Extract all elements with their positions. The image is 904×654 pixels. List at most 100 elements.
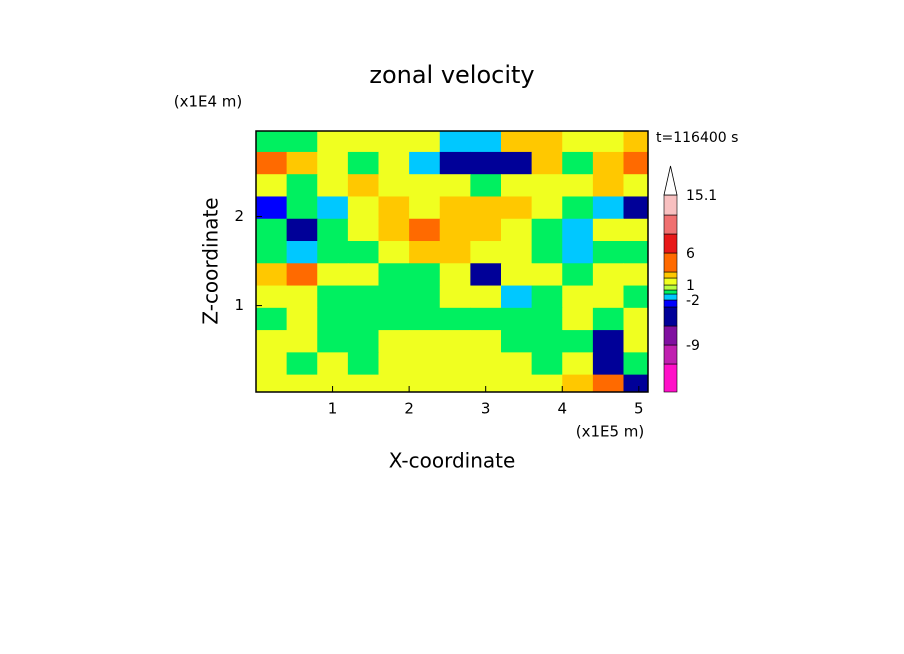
contour-cell [347, 174, 379, 197]
contour-cell [286, 352, 318, 376]
contour-cell [531, 330, 563, 353]
contour-cell [409, 196, 441, 220]
contour-cell [378, 285, 410, 309]
y-tick-label: 1 [234, 296, 244, 314]
contour-cell [347, 151, 379, 175]
contour-cell [531, 196, 563, 220]
contour-cell [347, 285, 379, 309]
contour-cell [317, 352, 349, 376]
contour-cell [439, 285, 471, 309]
contour-cell [409, 285, 441, 309]
contour-cell [531, 131, 563, 153]
contour-cell [256, 151, 288, 175]
contour-cell [256, 218, 288, 242]
contour-cell [592, 131, 624, 153]
colorbar-box [663, 306, 678, 327]
contour-cell [378, 174, 410, 197]
contour-cell [378, 352, 410, 376]
contour-cell [317, 374, 349, 392]
contour-cell [286, 218, 318, 242]
contour-cell [501, 330, 533, 353]
contour-cell [623, 374, 648, 392]
contour-cell [623, 196, 648, 220]
contour-cell [562, 330, 594, 353]
contour-cell [470, 196, 502, 220]
contour-cell [623, 241, 648, 264]
contour-cell [378, 151, 410, 175]
contour-cell [286, 174, 318, 197]
contour-cell [470, 307, 502, 331]
contour-cell [623, 151, 648, 175]
contour-cell [347, 196, 379, 220]
contour-cell [470, 263, 502, 287]
contour-cell [439, 307, 471, 331]
contour-cell [470, 374, 502, 392]
contour-cell [378, 307, 410, 331]
contour-cell [592, 330, 624, 353]
contour-cell [409, 131, 441, 153]
contour-cell [439, 196, 471, 220]
contour-cell [592, 196, 624, 220]
colorbar-box [663, 252, 678, 273]
contour-cell [347, 374, 379, 392]
contour-cell [256, 352, 288, 376]
contour-cell [439, 241, 471, 264]
contour-cell [286, 263, 318, 287]
contour-cell [317, 218, 349, 242]
contour-cell [592, 174, 624, 197]
contour-cell [439, 352, 471, 376]
colorbar-tick-label: 6 [686, 246, 695, 262]
contour-cell [562, 196, 594, 220]
contour-cell [286, 307, 318, 331]
contour-field [256, 131, 648, 392]
contour-cell [623, 285, 648, 309]
colorbar-box [663, 325, 678, 346]
contour-cell [470, 218, 502, 242]
contour-cell [531, 374, 563, 392]
contour-cell [378, 263, 410, 287]
colorbar-box [663, 284, 678, 291]
contour-cell [439, 374, 471, 392]
contour-cell [317, 307, 349, 331]
contour-cell [409, 307, 441, 331]
contour-cell [531, 218, 563, 242]
contour-cell [286, 131, 318, 153]
contour-cell [470, 174, 502, 197]
contour-cell [623, 218, 648, 242]
colorbar-tick-label: -9 [686, 338, 700, 354]
contour-cell [256, 330, 288, 353]
colorbar-extension [663, 165, 678, 196]
contour-cell [378, 218, 410, 242]
contour-cell [470, 352, 502, 376]
contour-cell [409, 330, 441, 353]
contour-cell [317, 285, 349, 309]
contour-cell [592, 263, 624, 287]
y-unit: (x1E4 m) [174, 93, 243, 111]
contour-cell [439, 131, 471, 153]
contour-cell [501, 241, 533, 264]
contour-cell [256, 196, 288, 220]
contour-cell [347, 307, 379, 331]
contour-cell [470, 285, 502, 309]
contour-cell [317, 263, 349, 287]
colorbar-tick-label: -2 [686, 293, 700, 309]
colorbar-tick-label: 1 [686, 278, 695, 294]
contour-cell [501, 352, 533, 376]
contour-cell [562, 374, 594, 392]
contour-cell [439, 263, 471, 287]
contour-cell [378, 374, 410, 392]
contour-cell [378, 131, 410, 153]
contour-cell [592, 151, 624, 175]
contour-cell [623, 352, 648, 376]
contour-cell [256, 307, 288, 331]
contour-cell [501, 174, 533, 197]
colorbar-box [663, 289, 678, 295]
contour-cell [531, 263, 563, 287]
contour-cell [378, 241, 410, 264]
contour-cell [531, 241, 563, 264]
contour-cell [347, 330, 379, 353]
contour-cell [623, 330, 648, 353]
contour-cell [286, 374, 318, 392]
contour-cell [562, 151, 594, 175]
contour-cell [470, 151, 502, 175]
